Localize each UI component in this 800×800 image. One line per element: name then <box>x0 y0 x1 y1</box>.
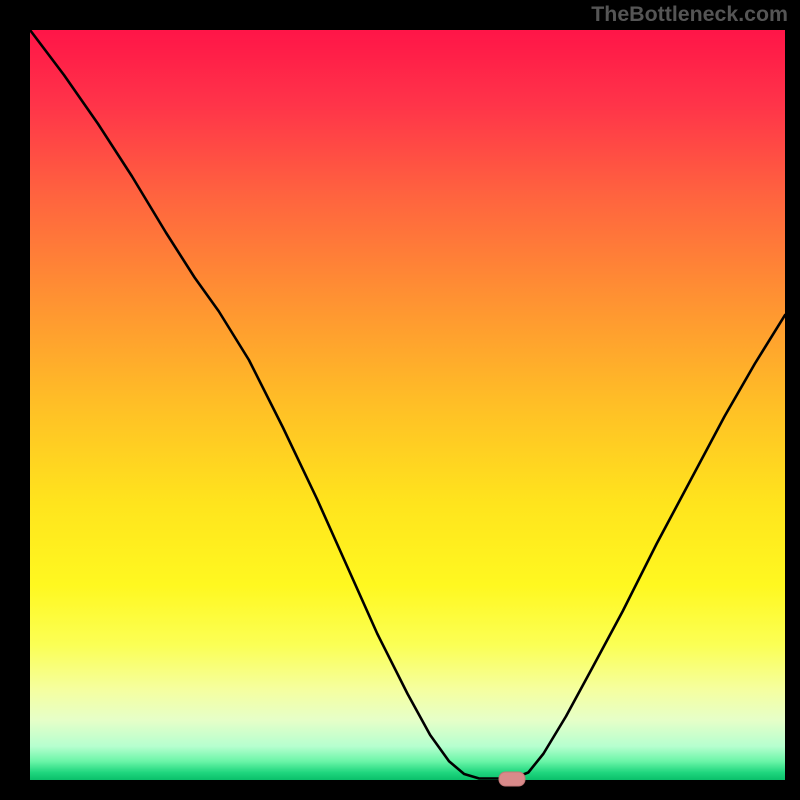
plot-area <box>30 30 785 780</box>
chart-frame: TheBottleneck.com <box>0 0 800 800</box>
watermark-text: TheBottleneck.com <box>591 2 788 27</box>
curve-path <box>30 30 785 779</box>
bottleneck-curve <box>30 30 785 780</box>
optimal-marker <box>498 771 525 786</box>
